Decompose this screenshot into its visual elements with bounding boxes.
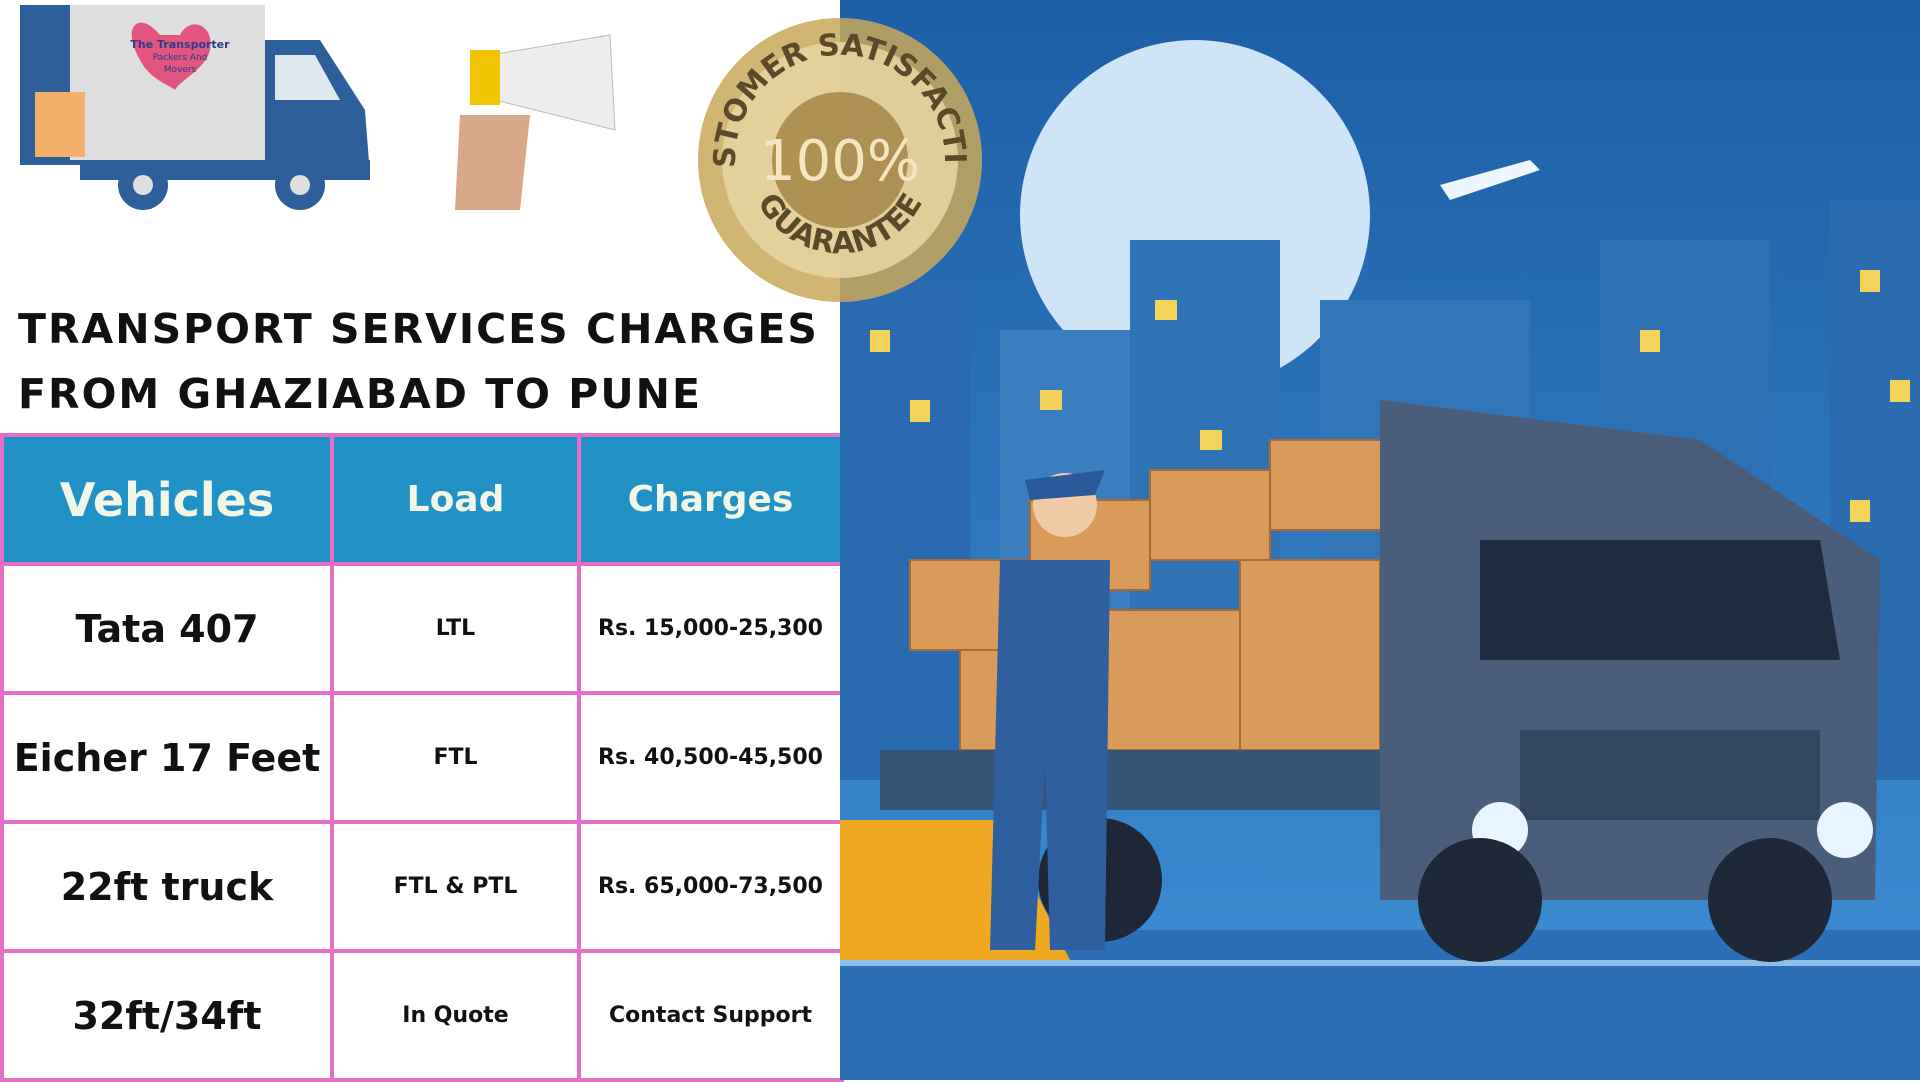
worker-body bbox=[990, 560, 1110, 950]
airplane bbox=[1440, 160, 1540, 200]
table-cell: FTL & PTL bbox=[330, 820, 581, 953]
table-row: Eicher 17 Feet FTL Rs. 40,500-45,500 bbox=[0, 691, 844, 824]
wheel bbox=[1708, 838, 1832, 962]
truck-bed bbox=[880, 750, 1440, 810]
road-line bbox=[840, 960, 1920, 966]
logo-text: Movers bbox=[164, 65, 197, 75]
logo-heart bbox=[131, 22, 211, 91]
table-cell: FTL bbox=[330, 691, 581, 824]
megaphone-handle bbox=[470, 50, 500, 105]
wheel bbox=[1418, 838, 1542, 962]
table-cell: Rs. 65,000-73,500 bbox=[577, 820, 844, 953]
table-cell: Rs. 15,000-25,300 bbox=[577, 562, 844, 695]
title-line: FROM GHAZIABAD TO PUNE bbox=[18, 370, 702, 418]
table-row: 32ft/34ft In Quote Contact Support bbox=[0, 949, 844, 1082]
charges-table: Vehicles Load Charges Tata 407 LTL Rs. 15,… bbox=[0, 433, 844, 1082]
building bbox=[840, 280, 970, 780]
table-cell: Tata 407 bbox=[0, 562, 334, 695]
table-row: Tata 407 LTL Rs. 15,000-25,300 bbox=[0, 562, 844, 695]
table-cell: In Quote bbox=[330, 949, 581, 1082]
illustration bbox=[840, 0, 1920, 1080]
table-cell: 22ft truck bbox=[0, 820, 334, 953]
moon bbox=[1020, 40, 1370, 390]
badge-center bbox=[772, 92, 908, 228]
windows bbox=[870, 270, 1910, 522]
column-header: Load bbox=[330, 433, 581, 566]
badge-center-text: 100% bbox=[760, 129, 920, 194]
hub bbox=[290, 175, 310, 195]
truck-window bbox=[275, 55, 340, 100]
title-line: TRANSPORT SERVICES CHARGES bbox=[18, 305, 819, 353]
worker-cap bbox=[1025, 470, 1105, 500]
table-cell: 32ft/34ft bbox=[0, 949, 334, 1082]
table-cell: Eicher 17 Feet bbox=[0, 691, 334, 824]
grille bbox=[1520, 730, 1820, 820]
table-cell: LTL bbox=[330, 562, 581, 695]
column-header: Charges bbox=[577, 433, 844, 566]
windshield bbox=[1480, 540, 1840, 660]
table-cell: Contact Support bbox=[577, 949, 844, 1082]
column-header: Vehicles bbox=[0, 433, 334, 566]
badge: CUSTOMER SATISFACTION GUARANTEE 100% bbox=[690, 10, 982, 302]
hand bbox=[455, 115, 530, 210]
boxes bbox=[35, 92, 85, 157]
logo-text: The Transporter bbox=[130, 38, 230, 51]
headlight bbox=[1817, 802, 1873, 858]
logo-text: Packers And bbox=[153, 53, 208, 63]
table-row: 22ft truck FTL & PTL Rs. 65,000-73,500 bbox=[0, 820, 844, 953]
top-graphics: The Transporter Packers And Movers bbox=[20, 5, 616, 210]
table-cell: Rs. 40,500-45,500 bbox=[577, 691, 844, 824]
header-row: Vehicles Load Charges bbox=[0, 433, 844, 566]
hub bbox=[133, 175, 153, 195]
